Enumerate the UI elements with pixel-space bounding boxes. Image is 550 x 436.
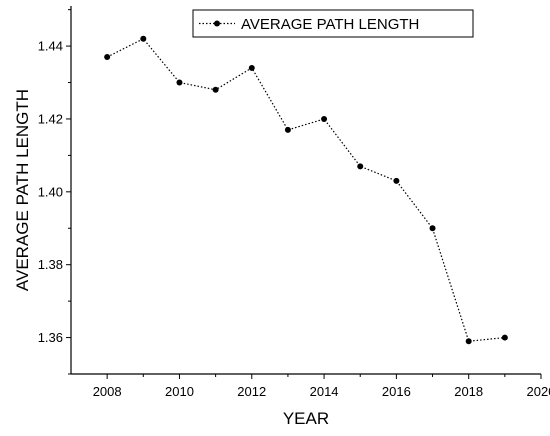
series-line	[106, 38, 505, 342]
legend: AVERAGE PATH LENGTH	[192, 9, 474, 38]
y-tick-label: 1.44	[38, 39, 63, 54]
legend-label: AVERAGE PATH LENGTH	[241, 16, 419, 33]
data-point	[501, 334, 508, 341]
x-axis-ticks: 2008 2010 2012 2014 2016 2018 2020	[93, 374, 550, 399]
data-point	[393, 177, 400, 184]
series-average-path-length	[104, 35, 508, 345]
x-tick-label: 2008	[93, 384, 122, 399]
y-tick-label: 1.40	[38, 184, 63, 199]
data-point	[248, 64, 255, 71]
x-tick-label: 2014	[310, 384, 339, 399]
data-point	[357, 163, 364, 170]
x-tick-label: 2010	[165, 384, 194, 399]
y-tick-label: 1.36	[38, 330, 63, 345]
y-tick-label: 1.42	[38, 111, 63, 126]
legend-box	[192, 9, 474, 38]
legend-marker	[214, 20, 220, 27]
y-axis-ticks: 1.36 1.38 1.40 1.42 1.44	[38, 9, 71, 375]
data-point	[284, 126, 291, 133]
data-point	[140, 35, 147, 42]
y-axis-title: AVERAGE PATH LENGTH	[13, 89, 32, 291]
x-tick-label: 2012	[237, 384, 266, 399]
x-axis-title: YEAR	[283, 409, 329, 428]
x-tick-label: 2020	[527, 384, 550, 399]
x-tick-label: 2016	[382, 384, 411, 399]
axes	[70, 6, 541, 375]
data-point	[321, 115, 328, 122]
x-tick-label: 2018	[454, 384, 483, 399]
data-point	[429, 225, 436, 232]
y-tick-label: 1.38	[38, 257, 63, 272]
data-point	[465, 338, 472, 345]
data-point	[212, 86, 219, 93]
data-point	[176, 79, 183, 86]
data-point	[104, 54, 111, 61]
